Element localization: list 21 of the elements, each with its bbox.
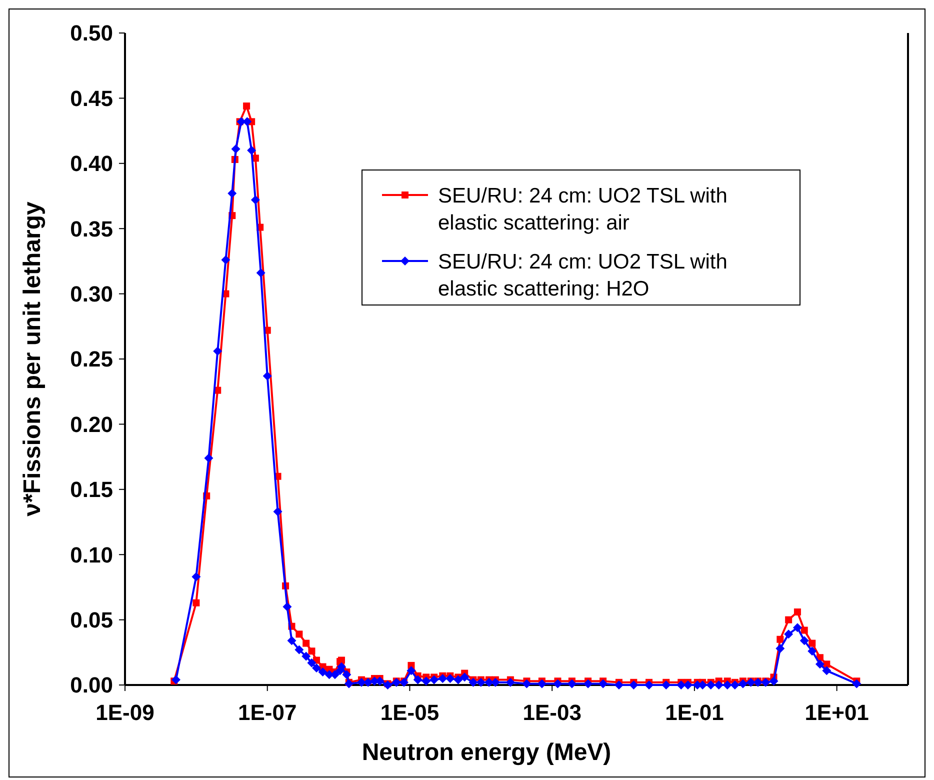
x-tick-label: 1E-01: [665, 700, 724, 725]
y-tick-label: 0.30: [70, 282, 113, 306]
y-tick-label: 0.25: [70, 346, 113, 372]
legend-label: SEU/RU: 24 cm: UO2 TSL with elastic scattering: H2O: [438, 250, 728, 301]
x-tick-label: 1E+01: [804, 700, 869, 725]
x-axis-title: Neutron energy (MeV): [362, 739, 612, 766]
y-axis-title: ν*Fissions per unit lethargy: [19, 200, 46, 516]
y-tick-label: 0.20: [70, 412, 113, 437]
y-tick-label: 0.00: [70, 672, 113, 698]
y-tick-label: 0.10: [70, 542, 113, 568]
y-tick-label: 0.15: [70, 477, 113, 502]
x-tick-label: 1E-05: [380, 700, 440, 725]
x-tick-label: 1E-09: [96, 700, 154, 725]
x-tick-label: 1E-03: [522, 700, 582, 725]
y-tick-label: 0.50: [70, 20, 113, 46]
y-tick-label: 0.40: [70, 151, 113, 176]
legend-label: SEU/RU: 24 cm: UO2 TSL with elastic scattering: air: [438, 184, 728, 235]
y-tick-label: 0.05: [70, 608, 113, 632]
y-tick-label: 0.35: [70, 216, 113, 242]
y-tick-label: 0.45: [70, 86, 113, 111]
x-tick-label: 1E-07: [238, 700, 297, 725]
